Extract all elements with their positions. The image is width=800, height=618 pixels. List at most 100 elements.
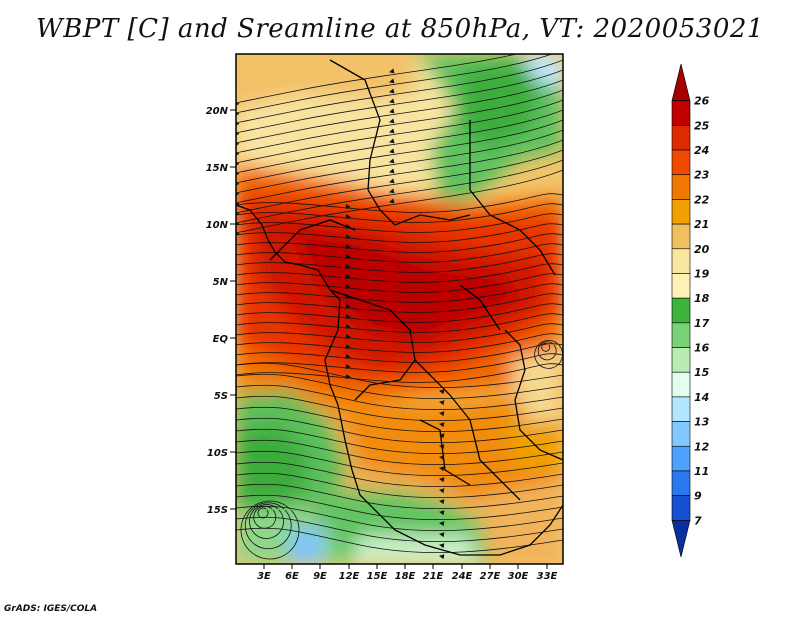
streamline-arrow bbox=[345, 264, 351, 270]
colorbar-level-label: 20 bbox=[694, 243, 710, 256]
lat-label-15s: 15S bbox=[207, 505, 228, 516]
streamline bbox=[236, 313, 563, 333]
lon-label-21e: 21E bbox=[423, 571, 444, 582]
streamline-arrow bbox=[345, 224, 351, 230]
streamline bbox=[236, 333, 563, 353]
grads-credit: GrADS: IGES/COLA bbox=[4, 604, 98, 614]
streamline bbox=[236, 243, 563, 263]
streamline bbox=[236, 461, 563, 487]
streamline-arrow bbox=[439, 389, 445, 395]
streamline bbox=[244, 502, 292, 550]
streamline-arrow bbox=[389, 68, 395, 74]
colorbar-swatch bbox=[671, 421, 691, 447]
lat-label-eq: EQ bbox=[213, 334, 229, 345]
streamline-arrow bbox=[389, 118, 395, 124]
streamline-arrow bbox=[345, 354, 351, 360]
streamline-arrow bbox=[389, 148, 395, 154]
lon-label-15e: 15E bbox=[367, 571, 388, 582]
colorbar-swatch bbox=[671, 297, 691, 324]
streamline-arrow bbox=[439, 499, 445, 505]
colorbar-swatch bbox=[671, 273, 691, 299]
streamline-arrow bbox=[345, 204, 351, 210]
streamline bbox=[236, 303, 563, 323]
lon-label-27e: 27E bbox=[480, 571, 501, 582]
chart-title: WBPT [C] and Sreamline at 850hPa, VT: 20… bbox=[36, 14, 764, 44]
colorbar-swatch bbox=[671, 470, 691, 496]
streamline bbox=[236, 373, 563, 399]
streamline-arrow bbox=[439, 422, 445, 428]
streamline-arrow bbox=[389, 158, 395, 164]
streamline bbox=[236, 450, 563, 476]
streamline-arrow bbox=[439, 400, 445, 406]
colorbar-swatch bbox=[671, 223, 691, 250]
streamline bbox=[236, 527, 563, 553]
streamline-arrow bbox=[345, 254, 351, 260]
colorbar-level-label: 19 bbox=[694, 267, 710, 280]
streamline bbox=[236, 395, 563, 421]
streamline-arrow bbox=[389, 168, 395, 174]
colorbar-swatch bbox=[671, 322, 691, 348]
streamline bbox=[257, 507, 269, 519]
streamline-arrow bbox=[389, 88, 395, 94]
colorbar-level-label: 17 bbox=[694, 317, 710, 330]
streamline-arrow bbox=[389, 108, 395, 114]
streamline-arrow bbox=[345, 244, 351, 250]
colorbar-swatch bbox=[671, 63, 691, 101]
lon-label-33e: 33E bbox=[537, 571, 558, 582]
temperature-field bbox=[236, 54, 563, 564]
lon-label-24e: 24E bbox=[452, 571, 473, 582]
streamline-arrow bbox=[439, 554, 445, 560]
streamline-arrow bbox=[389, 78, 395, 84]
streamline bbox=[236, 406, 563, 432]
colorbar-swatch bbox=[671, 445, 691, 472]
colorbar-swatch bbox=[671, 396, 691, 422]
colorbar-swatch bbox=[671, 347, 691, 373]
colorbar-swatch bbox=[671, 100, 691, 126]
colorbar-swatch bbox=[671, 174, 691, 200]
lat-label-5n: 5N bbox=[213, 277, 229, 288]
colorbar-swatch bbox=[671, 371, 691, 398]
streamline-arrow bbox=[439, 466, 445, 472]
streamline bbox=[236, 323, 563, 343]
lon-axis: 3E 6E 9E 12E 15E 18E 21E 24E 27E 30E 33E bbox=[257, 564, 558, 582]
streamline-arrow bbox=[345, 304, 351, 310]
streamline-arrow bbox=[439, 543, 445, 549]
streamline bbox=[236, 293, 563, 313]
colorbar-level-label: 22 bbox=[694, 193, 710, 206]
colorbar-level-label: 16 bbox=[694, 342, 710, 355]
streamline-arrow bbox=[345, 324, 351, 330]
streamline-arrow bbox=[345, 314, 351, 320]
streamline bbox=[236, 283, 563, 303]
streamline bbox=[537, 341, 557, 361]
colorbar-level-label: 24 bbox=[694, 144, 709, 157]
map-frame bbox=[235, 53, 564, 565]
streamline-arrow bbox=[389, 188, 395, 194]
colorbar-level-label: 25 bbox=[694, 119, 710, 132]
streamline bbox=[240, 500, 300, 560]
streamline bbox=[541, 342, 551, 352]
colorbar-level-label: 18 bbox=[694, 292, 710, 305]
lon-label-30e: 30E bbox=[508, 571, 529, 582]
streamline bbox=[236, 353, 563, 373]
colorbar-level-label: 12 bbox=[694, 440, 710, 453]
streamline-arrow bbox=[345, 214, 351, 220]
streamline bbox=[236, 428, 563, 454]
streamline-arrow bbox=[345, 234, 351, 240]
streamline bbox=[236, 494, 563, 520]
streamline bbox=[236, 472, 563, 498]
streamline-arrow bbox=[439, 521, 445, 527]
streamline-arrow bbox=[439, 532, 445, 538]
streamline bbox=[236, 193, 563, 213]
streamline-arrow bbox=[345, 374, 351, 380]
streamline-arrow bbox=[345, 284, 351, 290]
streamline bbox=[236, 233, 563, 253]
streamline bbox=[236, 516, 563, 542]
streamline-arrow bbox=[345, 274, 351, 280]
lat-label-10s: 10S bbox=[207, 448, 228, 459]
colorbar-level-label: 21 bbox=[694, 218, 709, 231]
lon-label-6e: 6E bbox=[285, 571, 299, 582]
streamline bbox=[236, 343, 563, 363]
lon-label-9e: 9E bbox=[313, 571, 327, 582]
streamline-arrow bbox=[345, 364, 351, 370]
